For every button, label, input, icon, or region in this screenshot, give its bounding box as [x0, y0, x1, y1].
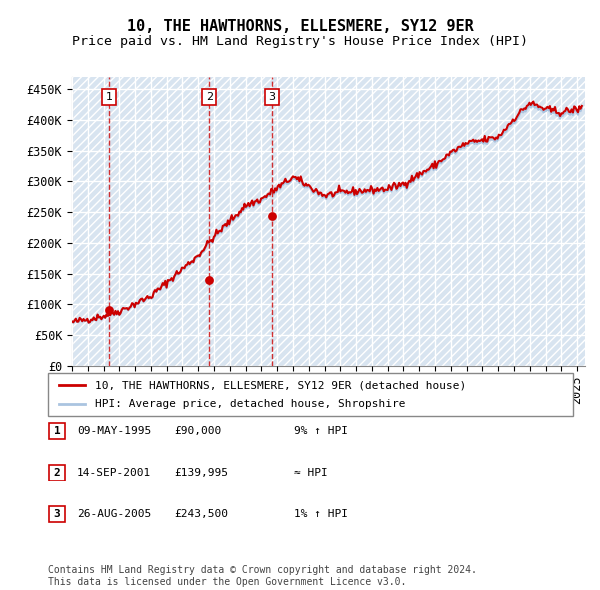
Text: 10, THE HAWTHORNS, ELLESMERE, SY12 9ER (detached house): 10, THE HAWTHORNS, ELLESMERE, SY12 9ER (… [95, 381, 467, 391]
Text: HPI: Average price, detached house, Shropshire: HPI: Average price, detached house, Shro… [95, 399, 406, 409]
Text: £139,995: £139,995 [174, 468, 228, 477]
Text: £243,500: £243,500 [174, 509, 228, 519]
FancyBboxPatch shape [48, 373, 573, 416]
FancyBboxPatch shape [49, 465, 65, 480]
Text: 1: 1 [53, 427, 61, 436]
Text: 9% ↑ HPI: 9% ↑ HPI [294, 427, 348, 436]
Text: 14-SEP-2001: 14-SEP-2001 [77, 468, 151, 477]
Text: Contains HM Land Registry data © Crown copyright and database right 2024.
This d: Contains HM Land Registry data © Crown c… [48, 565, 477, 587]
Text: 26-AUG-2005: 26-AUG-2005 [77, 509, 151, 519]
Text: 09-MAY-1995: 09-MAY-1995 [77, 427, 151, 436]
Text: £90,000: £90,000 [174, 427, 221, 436]
FancyBboxPatch shape [49, 423, 65, 439]
Text: 2: 2 [53, 468, 61, 477]
Point [205, 275, 214, 284]
Text: 3: 3 [53, 509, 61, 519]
Point [267, 211, 277, 221]
Text: Price paid vs. HM Land Registry's House Price Index (HPI): Price paid vs. HM Land Registry's House … [72, 35, 528, 48]
Text: 3: 3 [268, 92, 275, 102]
Text: ≈ HPI: ≈ HPI [294, 468, 328, 477]
Text: 2: 2 [206, 92, 213, 102]
Point [104, 306, 114, 315]
Text: 10, THE HAWTHORNS, ELLESMERE, SY12 9ER: 10, THE HAWTHORNS, ELLESMERE, SY12 9ER [127, 19, 473, 34]
Text: 1% ↑ HPI: 1% ↑ HPI [294, 509, 348, 519]
Text: 1: 1 [106, 92, 113, 102]
FancyBboxPatch shape [49, 506, 65, 522]
